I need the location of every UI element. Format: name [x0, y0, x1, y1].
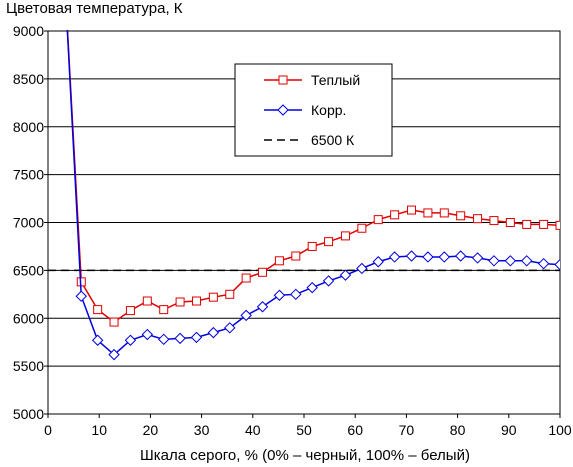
series-1-point: [471, 252, 484, 264]
x-tick-label: 10: [91, 422, 107, 438]
series-1-point: [240, 309, 252, 322]
series-0-point: [225, 289, 235, 299]
series-1-point: [224, 322, 236, 334]
legend-label-0: Теплый: [311, 72, 360, 88]
series-1-point: [174, 332, 186, 345]
series-1-point: [537, 257, 550, 270]
series-0-point: [258, 267, 268, 277]
series-0-point: [125, 306, 135, 316]
series-1-point: [273, 289, 286, 301]
series-0-point: [522, 219, 532, 229]
series-0-point: [142, 296, 152, 306]
y-tick-label: 7000: [13, 215, 44, 231]
y-tick-label: 7500: [13, 167, 44, 183]
series-1-point: [207, 326, 220, 339]
series-1-point: [488, 255, 500, 267]
y-tick-label: 6500: [13, 262, 44, 278]
series-group: [48, 30, 560, 361]
y-tick-label: 8500: [13, 71, 44, 87]
y-tick-label: 5500: [13, 358, 44, 374]
x-axis-label: Шкала серого, % (0% – черный, 100% – бел…: [140, 447, 470, 464]
series-1-point: [158, 333, 170, 346]
legend-box: [234, 63, 393, 157]
series-0-point: [109, 317, 119, 327]
series-0-point: [407, 205, 417, 215]
series-1-point: [521, 255, 533, 267]
series-0-point: [390, 210, 400, 220]
series-0-point: [191, 296, 201, 306]
series-1-point: [124, 334, 137, 346]
y-tick-label: 8000: [13, 119, 44, 135]
x-tick-label: 0: [44, 422, 52, 438]
y-tick-label: 9000: [13, 23, 44, 39]
series-0-point: [340, 231, 350, 241]
x-axis: 0 10 20 30 40 50 60 70 80 90 100: [44, 414, 572, 438]
series-0-point: [505, 218, 515, 227]
series-0-point: [539, 219, 549, 229]
x-tick-label: 30: [194, 422, 210, 438]
x-tick-label: 50: [296, 422, 312, 438]
series-1-point: [108, 348, 120, 361]
series-0-point: [555, 220, 560, 230]
x-tick-label: 70: [399, 422, 415, 438]
series-1-point: [91, 334, 104, 346]
series-0-point: [274, 256, 284, 266]
series-0-point: [456, 211, 466, 221]
series-1-point: [372, 256, 384, 268]
series-1-point: [438, 251, 450, 263]
series-1-point: [290, 288, 302, 301]
series-line-0: [66, 30, 560, 324]
x-tick-label: 100: [548, 422, 572, 438]
series-0-point: [423, 208, 433, 218]
series-0-point: [175, 297, 185, 307]
series-0-point: [208, 292, 218, 302]
series-0-point: [159, 305, 169, 315]
series-1-point: [256, 301, 269, 313]
series-1-point: [75, 290, 87, 302]
series-0-point: [489, 216, 499, 226]
x-tick-label: 40: [245, 422, 261, 438]
series-1-point: [422, 251, 434, 263]
series-0-point: [439, 208, 449, 218]
legend-label-1: Корр.: [311, 102, 346, 118]
series-1-point: [454, 250, 467, 262]
series-1-point: [504, 255, 517, 267]
legend-marker-1: [277, 104, 289, 116]
x-tick-label: 90: [501, 422, 517, 438]
series-1-point: [306, 281, 318, 294]
x-tick-label: 20: [143, 422, 159, 438]
y-tick-label: 5000: [13, 406, 44, 422]
x-tick-label: 60: [347, 422, 363, 438]
series-0-point: [324, 237, 334, 247]
legend-label-2: 6500 К: [311, 132, 355, 148]
series-1-point: [141, 328, 154, 341]
series-0-point: [93, 305, 103, 315]
series-line-1: [66, 30, 560, 356]
series-1-point: [388, 251, 401, 263]
series-0-point: [307, 241, 317, 251]
series-1-point: [405, 250, 418, 262]
series-0-point: [373, 215, 383, 225]
series-1-point: [339, 269, 352, 281]
series-0-point: [357, 223, 367, 233]
legend: Теплый Корр. 6500 К: [234, 63, 393, 157]
chart-title: Цветовая температура, К: [6, 0, 183, 17]
series-0-point: [473, 214, 483, 224]
series-0-point: [241, 273, 251, 283]
x-tick-label: 80: [450, 422, 466, 438]
legend-marker-0: [278, 75, 288, 85]
series-1-point: [322, 275, 335, 287]
series-1-point: [554, 258, 560, 271]
series-0-point: [291, 251, 301, 261]
y-axis: 5000 5500 6000 6500 7000 7500 8000 8500 9000: [13, 23, 48, 422]
series-1-point: [356, 262, 368, 275]
y-tick-label: 6000: [13, 310, 44, 326]
series-1-point: [190, 331, 203, 344]
